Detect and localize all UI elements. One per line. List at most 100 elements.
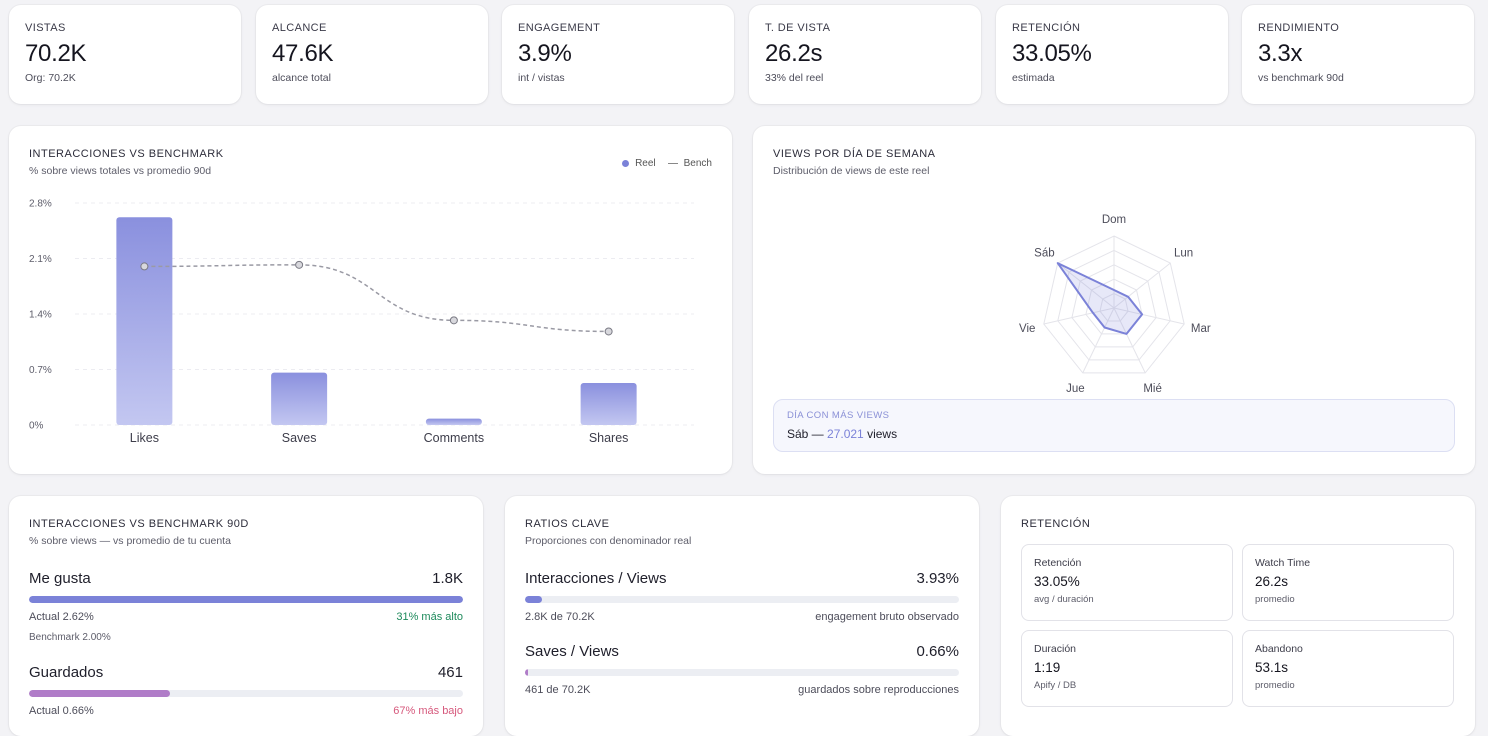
radar-label-2: Mar	[1191, 323, 1211, 335]
card-title: INTERACCIONES VS BENCHMARK	[29, 148, 224, 160]
row-delta: 31% más alto	[396, 611, 463, 623]
radar-label-3: Mié	[1143, 383, 1162, 395]
card-title: RETENCIÓN	[1021, 518, 1091, 530]
row-count: 461 de 70.2K	[525, 684, 591, 696]
bar-likes[interactable]	[116, 217, 173, 425]
chart-legend: Reel Bench	[622, 158, 712, 169]
row-label: Saves / Views	[525, 643, 619, 660]
tile-value: 26.2s	[1255, 574, 1289, 589]
radar-label-1: Lun	[1174, 248, 1193, 260]
kpi-label: ALCANCE	[272, 22, 327, 34]
progress-fill	[29, 596, 463, 603]
watch-time-tile: Watch Time 26.2s promedio	[1242, 544, 1454, 621]
kpi-value: 3.3x	[1258, 40, 1303, 67]
tile-label: Watch Time	[1255, 557, 1311, 569]
tile-sub: promedio	[1255, 680, 1295, 691]
row-value: 461	[437, 664, 463, 681]
radar-axis	[1057, 262, 1115, 309]
card-subtitle: % sobre views — vs promedio de tu cuenta	[29, 535, 231, 547]
radar-axis	[1113, 307, 1185, 325]
card-subtitle: % sobre views totales vs promedio 90d	[29, 165, 212, 177]
callout-text: Sáb — 27.021 views	[787, 427, 1441, 441]
kpi-label: RENDIMIENTO	[1258, 22, 1340, 34]
bar-saves[interactable]	[271, 372, 328, 425]
bench-point-saves[interactable]	[295, 260, 304, 269]
kpi-value: 26.2s	[765, 40, 823, 67]
kpi-value: 47.6K	[272, 40, 334, 67]
radar-axis	[1113, 262, 1171, 309]
progress-fill	[29, 690, 171, 697]
tile-value: 33.05%	[1034, 574, 1080, 589]
bench-point-likes[interactable]	[140, 262, 149, 271]
x-tick-label: Shares	[589, 431, 629, 445]
row-actual: Actual 0.66%	[29, 705, 94, 717]
tile-sub: avg / duración	[1034, 594, 1094, 605]
benchmark-90d-card: INTERACCIONES VS BENCHMARK 90D % sobre v…	[9, 496, 483, 736]
card-title: VIEWS POR DÍA DE SEMANA	[773, 148, 936, 160]
tile-label: Abandono	[1255, 643, 1303, 655]
ratios-card: RATIOS CLAVE Proporciones con denominado…	[505, 496, 979, 736]
kpi-sub: estimada	[1012, 72, 1055, 84]
radar-axis	[1082, 307, 1115, 374]
progress-track	[525, 669, 959, 676]
legend-reel-label: Reel	[635, 158, 656, 169]
card-subtitle: Proporciones con denominador real	[525, 535, 692, 547]
weekday-radar-chart: Dom Lun Mar Mié Jue Vie Sáb	[1019, 214, 1211, 395]
tile-value: 1:19	[1034, 660, 1061, 675]
kpi-sub: int / vistas	[518, 72, 565, 84]
interactions-bar-chart: 0% 0.7% 1.4% 2.1% 2.8% Likes Saves Comments Shar…	[29, 199, 694, 445]
radar-label-6: Sáb	[1034, 248, 1054, 260]
card-subtitle: Distribución de views de este reel	[773, 165, 930, 177]
radar-ring	[1043, 235, 1185, 374]
progress-track	[525, 596, 959, 603]
radar-ring	[1071, 264, 1157, 348]
interactions-chart-card: INTERACCIONES VS BENCHMARK % sobre views…	[9, 126, 732, 474]
weekday-chart-card: VIEWS POR DÍA DE SEMANA Distribución de …	[753, 126, 1475, 474]
ratio-row-interacciones: Interacciones / Views 3.93% 2.8K de 70.2…	[525, 570, 959, 623]
radar-label-4: Jue	[1066, 383, 1085, 395]
row-actual: Actual 2.62%	[29, 611, 94, 623]
row-note: guardados sobre reproducciones	[798, 684, 959, 696]
bar-comments[interactable]	[425, 418, 482, 425]
radar-label-5: Vie	[1019, 323, 1035, 335]
progress-fill	[525, 669, 529, 676]
duration-tile: Duración 1:19 Apify / DB	[1021, 630, 1233, 707]
bench-point-comments[interactable]	[449, 316, 458, 325]
card-title: INTERACCIONES VS BENCHMARK 90D	[29, 518, 249, 530]
row-delta: 67% más bajo	[393, 705, 463, 717]
kpi-sub: alcance total	[272, 72, 331, 84]
bar-shares[interactable]	[580, 382, 637, 425]
bench-point-shares[interactable]	[604, 327, 613, 336]
row-value: 3.93%	[916, 570, 959, 587]
kpi-value: 70.2K	[25, 40, 87, 67]
progress-fill	[525, 596, 543, 603]
bench-row-me-gusta: Me gusta 1.8K Actual 2.62% 31% más alto …	[29, 570, 463, 643]
kpi-sub: Org: 70.2K	[25, 72, 76, 84]
kpi-card-alcance: ALCANCE 47.6K alcance total	[256, 5, 488, 104]
callout-day: Sáb —	[787, 427, 824, 441]
row-label: Interacciones / Views	[525, 570, 667, 587]
legend-reel-swatch	[622, 160, 630, 167]
legend-bench-swatch	[667, 163, 678, 164]
kpi-sub: 33% del reel	[765, 72, 824, 84]
kpi-card-vistas: VISTAS 70.2K Org: 70.2K	[9, 5, 241, 104]
radar-ring	[1099, 293, 1129, 322]
y-tick-label: 0%	[29, 421, 44, 432]
radar-ring	[1085, 278, 1143, 335]
tile-value: 53.1s	[1255, 660, 1289, 675]
tile-label: Duración	[1034, 643, 1077, 655]
radar-axis	[1043, 307, 1115, 325]
row-label: Me gusta	[29, 570, 91, 587]
bench-line	[144, 264, 609, 333]
x-tick-label: Likes	[130, 431, 159, 445]
y-tick-label: 2.1%	[29, 254, 52, 265]
row-value: 0.66%	[916, 643, 959, 660]
row-count: 2.8K de 70.2K	[525, 611, 595, 623]
row-label: Guardados	[29, 664, 104, 681]
kpi-label: VISTAS	[25, 22, 66, 34]
kpi-sub: vs benchmark 90d	[1258, 72, 1344, 84]
row-note: engagement bruto observado	[815, 611, 959, 623]
retention-card: RETENCIÓN Retención 33.05% avg / duració…	[1001, 496, 1475, 736]
row-benchmark: Benchmark 2.00%	[29, 632, 111, 643]
legend-bench-label: Bench	[683, 158, 712, 169]
